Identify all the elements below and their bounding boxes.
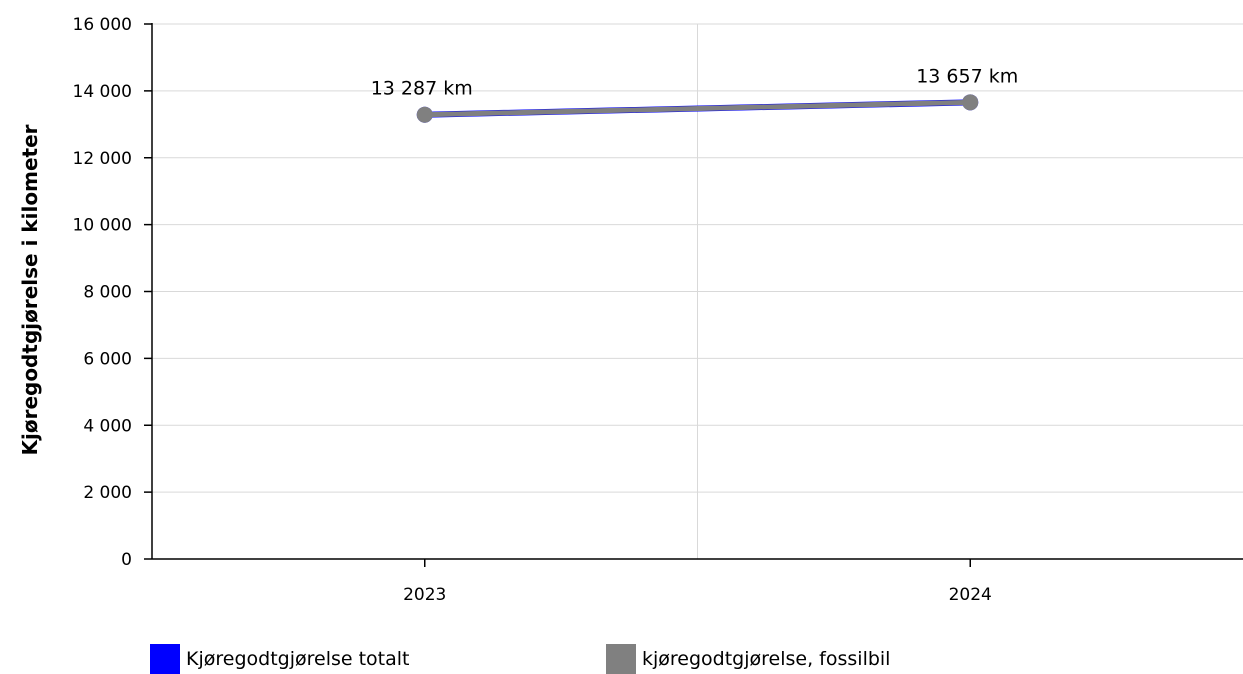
- data-labels: 13 287 km 13 657 km: [371, 65, 1019, 99]
- x-tick-label: 2024: [949, 585, 992, 605]
- axes: 0 2 000 4 000 6 000 8 000 10 000 12 000 14 000 1…: [73, 15, 1243, 605]
- y-tick-label: 12 000: [73, 149, 132, 169]
- x-tick-label: 2023: [403, 585, 446, 605]
- legend-item-fossilbil[interactable]: kjøregodtgjørelse, fossilbil: [606, 644, 890, 674]
- y-tick-label: 8 000: [83, 283, 132, 303]
- y-tick-label: 4 000: [83, 416, 132, 436]
- legend-item-totalt[interactable]: Kjøregodtgjørelse totalt: [150, 644, 410, 674]
- series-point-1[interactable]: [962, 94, 979, 111]
- data-label: 13 287 km: [371, 78, 473, 100]
- y-tick-label: 2 000: [83, 483, 132, 503]
- gridlines: [152, 23, 1243, 559]
- series-point-1[interactable]: [416, 106, 433, 123]
- series-lines: [416, 94, 979, 123]
- legend-label-totalt: Kjøregodtgjørelse totalt: [186, 648, 410, 670]
- y-axis-label: Kjøregodtgjørelse i kilometer: [18, 124, 42, 455]
- y-tick-label: 14 000: [73, 82, 132, 102]
- legend-swatch-fossilbil: [606, 644, 636, 674]
- series-line-1: [422, 99, 973, 118]
- y-tick-label: 6 000: [83, 349, 132, 369]
- data-label: 13 657 km: [916, 65, 1018, 87]
- legend-label-fossilbil: kjøregodtgjørelse, fossilbil: [642, 648, 891, 670]
- y-tick-label: 0: [121, 550, 132, 570]
- y-tick-label: 10 000: [73, 216, 132, 236]
- legend: Kjøregodtgjørelse totalt kjøregodtgjørel…: [150, 644, 1230, 674]
- legend-swatch-totalt: [150, 644, 180, 674]
- y-tick-label: 16 000: [73, 15, 132, 35]
